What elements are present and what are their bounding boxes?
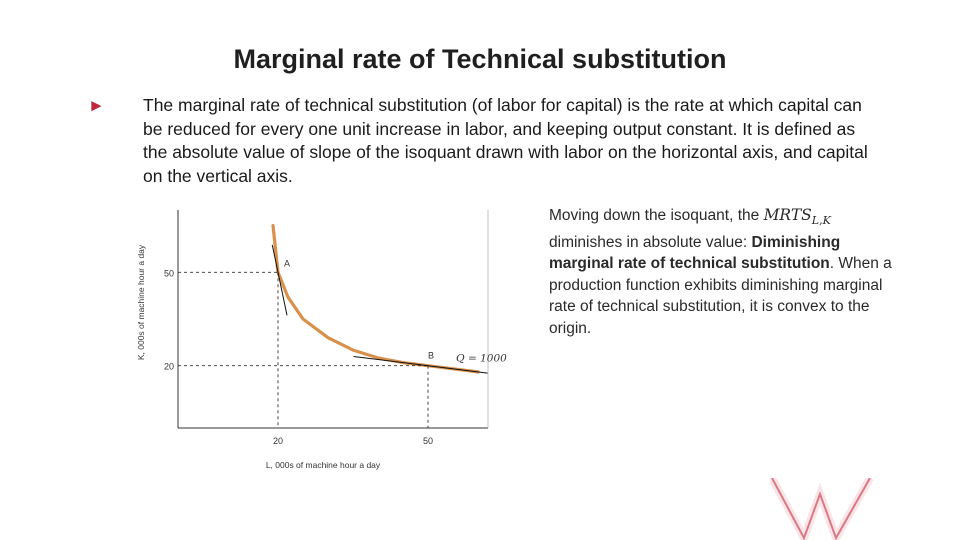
point-label-B: B [428, 351, 434, 361]
note-part-3: . When a production function exhibits di… [549, 255, 892, 338]
mrts-symbol: MRTSL,K [763, 206, 831, 228]
bullet-arrow-icon: ► [88, 96, 105, 115]
tangent-line-A [271, 244, 288, 316]
university-logo [770, 478, 874, 540]
slide-title: Marginal rate of Technical substitution [233, 44, 727, 74]
y-tick-label: 50 [164, 268, 174, 278]
isoquant-curve [271, 224, 480, 374]
tangent-line-B [353, 355, 488, 374]
y-axis-title: K, 000s of machine hour a day [136, 244, 146, 360]
isoquant-label: Q = 1000 [456, 353, 507, 365]
note-bold-term: Diminishing marginal rate of technical s… [549, 233, 841, 273]
x-tick-label: 20 [273, 436, 283, 446]
point-label-A: A [284, 258, 290, 268]
note-part-2: diminishes in absolute value: [549, 233, 752, 251]
x-tick-label: 50 [423, 436, 433, 446]
definition-text: The marginal rate of technical substitut… [143, 95, 868, 186]
side-note: Moving down the isoquant, the MRTSL,K di… [549, 205, 894, 340]
x-axis-title: L, 000s of machine hour a day [266, 460, 381, 470]
y-tick-label: 20 [164, 362, 174, 372]
note-part-1: Moving down the isoquant, the [549, 207, 764, 224]
